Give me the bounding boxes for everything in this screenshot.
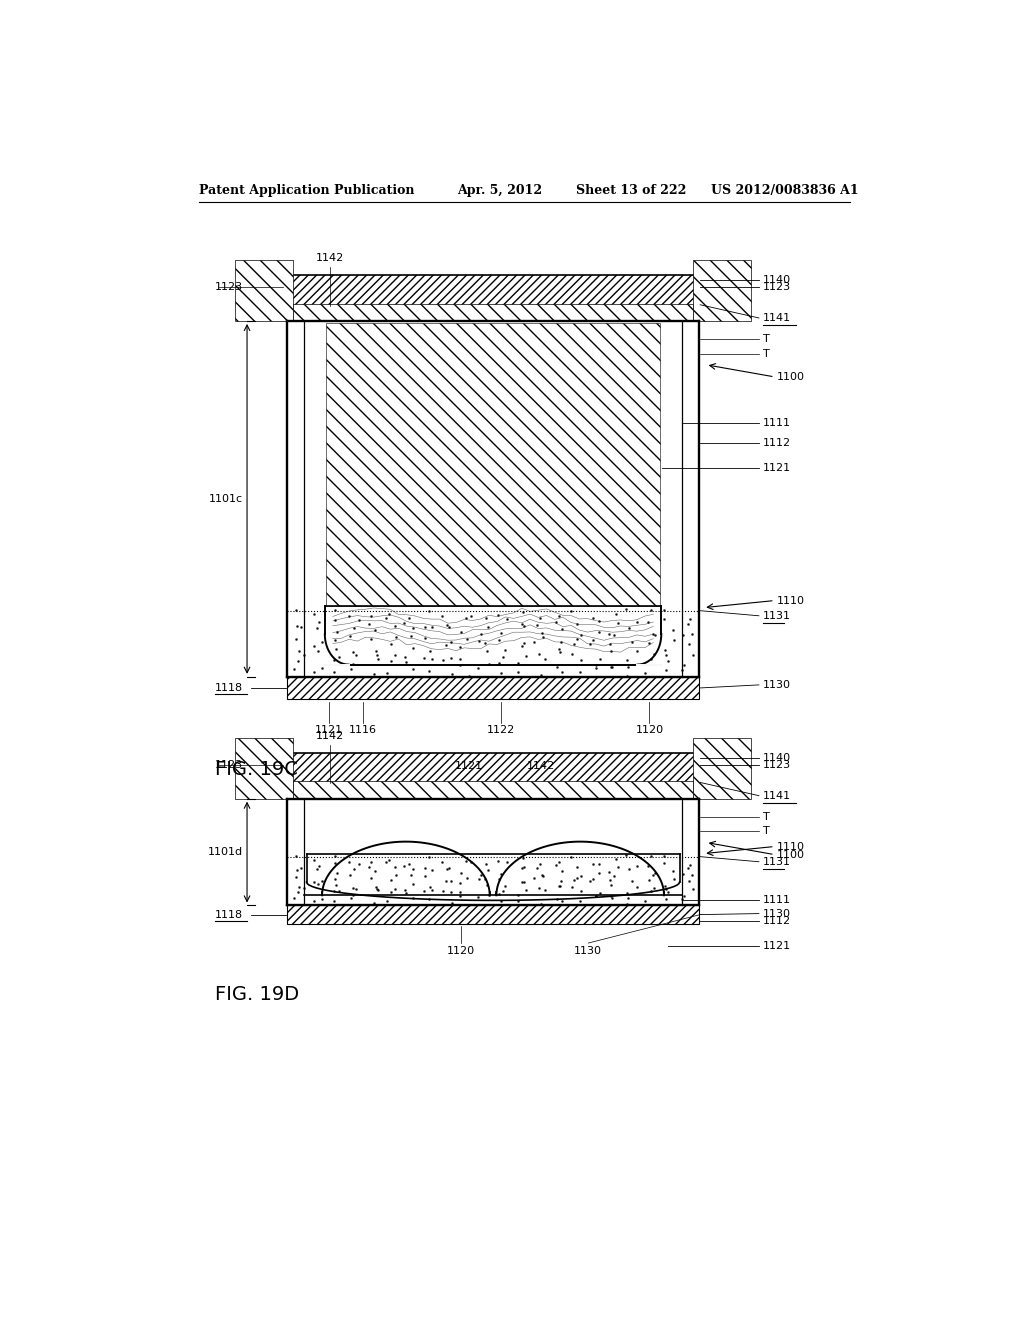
Text: US 2012/0083836 A1: US 2012/0083836 A1 xyxy=(712,183,859,197)
Text: 1121: 1121 xyxy=(456,762,483,771)
Text: 1141: 1141 xyxy=(763,791,791,801)
Text: T: T xyxy=(763,334,770,345)
Text: 1130: 1130 xyxy=(763,908,791,919)
Text: 1123: 1123 xyxy=(763,760,791,770)
Polygon shape xyxy=(293,781,693,799)
Polygon shape xyxy=(236,738,293,799)
Text: 1101d: 1101d xyxy=(208,847,243,857)
Text: 1112: 1112 xyxy=(763,438,791,447)
Text: 1112: 1112 xyxy=(763,916,791,925)
Polygon shape xyxy=(327,323,659,606)
Text: Apr. 5, 2012: Apr. 5, 2012 xyxy=(458,183,543,197)
Text: T: T xyxy=(763,812,770,822)
Text: 1141: 1141 xyxy=(763,313,791,323)
Text: 1110: 1110 xyxy=(777,595,805,606)
Polygon shape xyxy=(293,304,693,321)
Text: 1121: 1121 xyxy=(763,463,791,474)
Text: T: T xyxy=(763,348,770,359)
Text: FIG. 19D: FIG. 19D xyxy=(215,985,299,1003)
Polygon shape xyxy=(287,677,699,700)
Text: 1111: 1111 xyxy=(763,895,791,906)
Text: Sheet 13 of 222: Sheet 13 of 222 xyxy=(577,183,687,197)
Text: 1122: 1122 xyxy=(486,725,515,734)
Text: 1120: 1120 xyxy=(447,946,475,956)
Text: Patent Application Publication: Patent Application Publication xyxy=(200,183,415,197)
Text: 1110: 1110 xyxy=(777,842,805,851)
Polygon shape xyxy=(287,276,699,306)
Polygon shape xyxy=(288,800,698,857)
Text: 1121: 1121 xyxy=(763,941,791,952)
Text: 1130: 1130 xyxy=(763,680,791,690)
Text: FIG. 19C: FIG. 19C xyxy=(215,760,298,779)
Polygon shape xyxy=(288,322,698,611)
Text: 1101c: 1101c xyxy=(209,494,243,504)
Polygon shape xyxy=(236,260,293,321)
Polygon shape xyxy=(693,738,751,799)
Text: 1100: 1100 xyxy=(777,850,805,859)
Text: 1118: 1118 xyxy=(215,909,244,920)
Text: 1140: 1140 xyxy=(763,276,791,285)
Text: 1118: 1118 xyxy=(215,682,244,693)
Polygon shape xyxy=(693,260,751,321)
Text: 1142: 1142 xyxy=(316,731,344,741)
Text: 1123: 1123 xyxy=(763,282,791,293)
Text: 1111: 1111 xyxy=(763,417,791,428)
Text: 1100: 1100 xyxy=(777,372,805,381)
Text: 1123: 1123 xyxy=(215,760,244,770)
Polygon shape xyxy=(287,906,699,924)
Text: 1116: 1116 xyxy=(349,725,377,734)
Text: 1142: 1142 xyxy=(526,762,555,771)
Text: 1140: 1140 xyxy=(763,754,791,763)
Polygon shape xyxy=(287,752,699,784)
Text: 1130: 1130 xyxy=(574,946,602,956)
Text: 1121: 1121 xyxy=(314,725,343,734)
Text: 1123: 1123 xyxy=(215,282,244,293)
Text: 1142: 1142 xyxy=(316,253,344,263)
Text: 1131: 1131 xyxy=(763,857,791,867)
Text: T: T xyxy=(763,826,770,837)
Text: 1131: 1131 xyxy=(763,611,791,620)
Text: 1120: 1120 xyxy=(635,725,664,734)
